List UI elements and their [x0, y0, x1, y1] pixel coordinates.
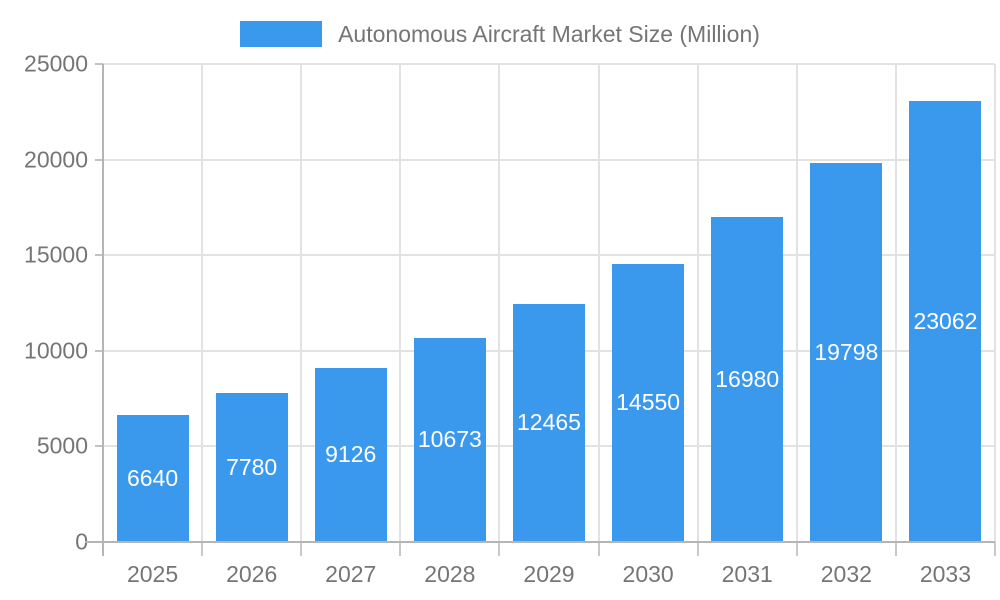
bar-2026[interactable]: 7780 [215, 393, 288, 541]
bar-value-label: 14550 [616, 388, 681, 415]
x-axis-tick-label: 2026 [226, 561, 278, 587]
y-axis-tick [95, 349, 103, 352]
bar-value-label: 7780 [226, 453, 278, 480]
x-axis-tick-label: 2031 [721, 561, 773, 587]
v-gridline [300, 64, 303, 542]
v-gridline [399, 64, 402, 542]
y-axis-line [102, 64, 104, 556]
x-axis-tick-label: 2032 [820, 561, 872, 587]
x-axis-tick-label: 2029 [523, 561, 575, 587]
x-axis-tick [597, 542, 600, 556]
v-gridline [894, 64, 897, 542]
x-axis-tick-label: 2027 [325, 561, 377, 587]
v-gridline [994, 64, 996, 542]
bar-2032[interactable]: 19798 [810, 163, 883, 541]
y-axis-tick [95, 445, 103, 448]
v-gridline [498, 64, 501, 542]
bar-value-label: 12465 [517, 408, 581, 435]
y-axis-tick-label: 0 [75, 528, 88, 555]
v-gridline [201, 64, 204, 542]
bar-value-label: 10673 [417, 425, 482, 452]
v-gridline [597, 64, 600, 542]
y-axis-tick-label: 20000 [24, 146, 88, 173]
bar-2028[interactable]: 10673 [413, 337, 486, 541]
y-axis-tick [95, 63, 103, 65]
bar-value-label: 16980 [715, 365, 780, 392]
bar-value-label: 19798 [814, 338, 879, 365]
x-axis-tick [300, 542, 303, 556]
h-gridline [103, 158, 995, 161]
x-axis-tick-label: 2030 [622, 561, 674, 587]
x-axis-tick [994, 542, 996, 556]
legend-swatch-icon [240, 21, 323, 47]
y-axis-tick-label: 10000 [24, 337, 88, 364]
bar-value-label: 23062 [913, 307, 978, 334]
bar-2031[interactable]: 16980 [711, 217, 784, 541]
h-gridline [103, 254, 995, 257]
y-axis-tick [95, 254, 103, 257]
y-axis-tick-label: 25000 [24, 50, 88, 77]
x-axis-tick-label: 2033 [919, 561, 972, 587]
x-axis-tick [894, 542, 897, 556]
h-gridline [103, 63, 995, 65]
x-axis-tick [399, 542, 402, 556]
x-axis-line [85, 541, 995, 543]
x-axis-tick-label: 2025 [126, 561, 179, 587]
x-axis-tick-label: 2028 [424, 561, 476, 587]
bar-2027[interactable]: 9126 [314, 367, 387, 541]
x-axis-tick [201, 542, 204, 556]
y-axis-tick [95, 158, 103, 161]
x-axis-tick [696, 542, 699, 556]
bar-2029[interactable]: 12465 [513, 303, 585, 541]
bar-value-label: 9126 [325, 440, 377, 467]
x-axis-tick [498, 542, 501, 556]
bar-2025[interactable]: 6640 [116, 415, 189, 541]
bar-value-label: 6640 [126, 464, 179, 491]
v-gridline [795, 64, 798, 542]
bar-2033[interactable]: 23062 [909, 101, 982, 541]
legend-label: Autonomous Aircraft Market Size (Million… [338, 20, 760, 47]
y-axis-tick-label: 5000 [36, 432, 88, 459]
v-gridline [696, 64, 699, 542]
x-axis-tick [795, 542, 798, 556]
y-axis-tick-label: 15000 [24, 241, 88, 268]
chart-legend[interactable]: Autonomous Aircraft Market Size (Million… [0, 19, 1000, 49]
bar-2030[interactable]: 14550 [612, 263, 685, 541]
